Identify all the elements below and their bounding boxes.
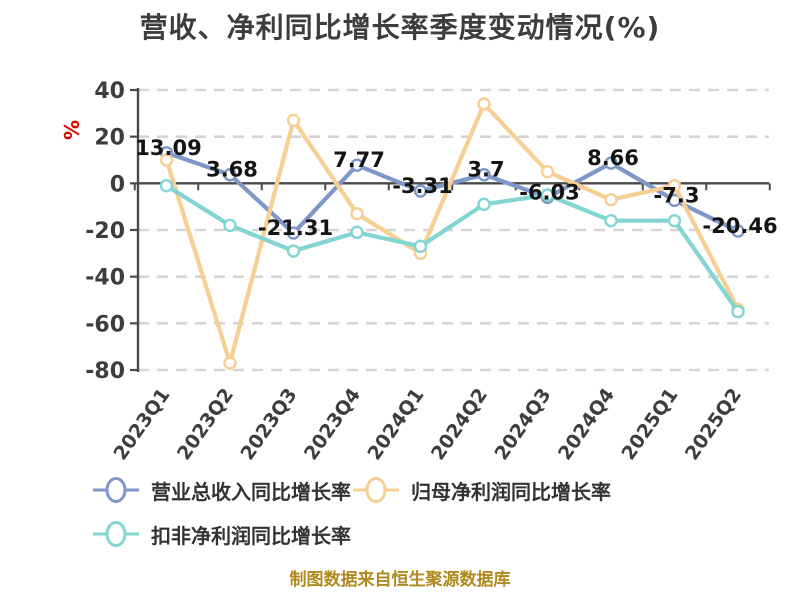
point-value-label: 8.66 [587,146,639,170]
y-tick-label: 40 [94,79,125,104]
point-value-label: -3.31 [392,174,453,198]
point-value-label: -6.03 [519,180,580,204]
data-point [667,213,682,228]
chart-title: 营收、净利同比增长率季度变动情况(%) [139,11,661,44]
legend-label: 归母净利润同比增长率 [411,479,611,504]
x-category-label: 2024Q1 [363,384,428,464]
data-point [731,304,745,319]
data-point [731,224,745,238]
point-value-label: 13.09 [135,136,201,160]
data-point [223,218,237,233]
data-point [477,197,491,212]
legend-marker-icon [93,521,139,547]
data-source-note: 制图数据来自恒生聚源数据库 [289,570,511,590]
data-point [604,192,618,207]
data-point [159,153,174,167]
y-tick-label: 0 [110,172,125,197]
y-tick-label: -20 [85,219,125,244]
data-point [350,225,364,240]
data-point [223,356,237,370]
data-point [286,244,301,258]
legend-label: 扣非净利润同比增长率 [151,523,351,548]
line-series-1 [164,101,741,366]
data-point [223,168,237,182]
y-tick-label: -80 [85,359,125,384]
point-value-label: 3.7 [467,158,504,182]
y-tick-label: 20 [94,126,125,151]
data-point [667,178,682,193]
legend: 营业总收入同比增长率 归母净利润同比增长率 扣非净利润同比增长率 [93,474,733,550]
data-point [286,113,301,128]
y-axis-unit-label: % [60,120,84,140]
x-category-label: 2025Q2 [681,384,746,464]
legend-marker-icon [353,477,399,503]
legend-label: 营业总收入同比增长率 [151,479,351,504]
point-value-label: -21.31 [258,216,333,240]
y-tick-label: -60 [85,312,125,337]
x-category-label: 2023Q2 [173,384,238,464]
data-point [540,188,555,202]
x-category-label: 2024Q3 [490,384,555,464]
data-point [604,156,618,170]
data-point [286,226,301,240]
x-category-label: 2024Q2 [427,384,492,464]
line-series-2 [164,183,741,314]
data-point [413,239,428,254]
data-point [477,97,491,111]
data-point [350,158,364,172]
data-point [604,213,618,228]
data-point [540,164,555,179]
legend-item-net-profit: 归母净利润同比增长率 [353,474,733,506]
data-point [159,178,174,193]
legend-item-revenue: 营业总收入同比增长率 [93,474,353,506]
x-category-label: 2025Q1 [617,384,682,464]
data-point [350,206,364,221]
x-category-label: 2024Q4 [554,384,619,464]
x-category-label: 2023Q1 [109,384,174,464]
data-point [413,184,428,198]
x-category-label: 2023Q3 [236,384,301,464]
point-value-label: -7.3 [654,183,700,207]
point-value-label: 7.77 [333,148,385,172]
point-value-label: -20.46 [702,214,777,238]
data-point [477,167,491,182]
y-tick-label: -40 [85,266,125,291]
legend-marker-icon [93,477,139,503]
legend-item-deducted-profit: 扣非净利润同比增长率 [93,518,353,550]
x-category-label: 2023Q4 [300,384,365,464]
point-value-label: 3.68 [206,158,258,182]
